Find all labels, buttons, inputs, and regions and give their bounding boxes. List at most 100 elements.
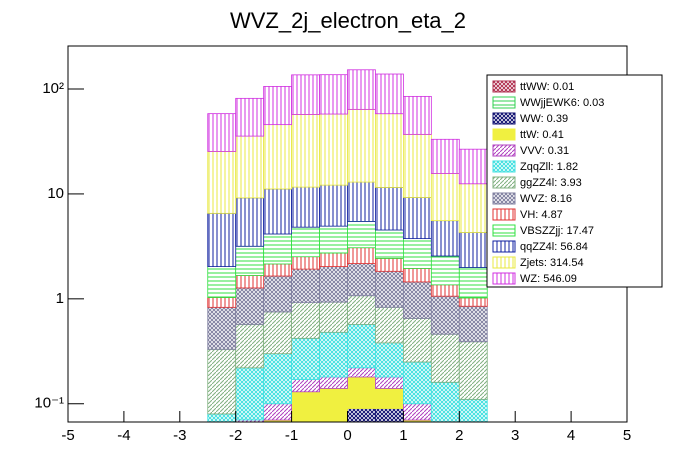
bar-segment — [458, 183, 488, 233]
y-tick-label: 10⁻¹ — [34, 395, 64, 412]
legend-label: WW: 0.39 — [520, 113, 568, 125]
legend-swatch — [492, 256, 516, 269]
bar-segment — [235, 245, 265, 276]
bar-segment — [319, 252, 348, 267]
bar-segment — [375, 187, 404, 231]
bar-segment — [207, 113, 237, 152]
legend-label: VVV: 0.31 — [520, 145, 569, 157]
bar-segment — [207, 212, 237, 267]
legend-swatch — [492, 80, 516, 93]
bar-segment — [458, 297, 488, 307]
x-tick-label: -5 — [61, 427, 74, 444]
bar-segment — [207, 150, 237, 214]
bar-segment — [430, 220, 460, 257]
bar-segment — [375, 73, 404, 115]
bar-segment — [235, 324, 265, 369]
legend-label: WZ: 546.09 — [520, 273, 577, 285]
bar-segment — [375, 342, 404, 378]
x-tick-label: 0 — [343, 427, 351, 444]
bar-segment — [291, 268, 320, 304]
bar-segment — [319, 74, 348, 115]
bar-segment — [430, 255, 460, 286]
bar-segment — [375, 306, 404, 344]
bar-segment — [263, 403, 292, 421]
x-tick-label: -4 — [117, 427, 130, 444]
bar-segment — [319, 113, 348, 186]
legend-label: Zjets: 314.54 — [520, 257, 584, 269]
bar-segment — [430, 381, 460, 422]
legend-swatch — [492, 240, 516, 253]
legend-swatch — [492, 96, 516, 109]
bar-segment — [235, 197, 265, 247]
legend-label: VBSZZjj: 17.47 — [520, 225, 594, 237]
bar-segment — [375, 270, 404, 308]
bar-segment — [375, 229, 404, 259]
bar-segment — [319, 376, 348, 389]
bar-segment — [291, 226, 320, 258]
bar-segment — [347, 108, 376, 183]
bar-segment — [402, 403, 432, 421]
x-tick-label: -3 — [173, 427, 186, 444]
bar-segment — [263, 311, 292, 355]
bar-segment — [291, 337, 320, 380]
legend-label: WVZ: 8.16 — [520, 193, 572, 205]
bar-segment — [263, 188, 292, 235]
bar-segment — [263, 275, 292, 313]
x-tick-label: 5 — [623, 427, 631, 444]
bar-segment — [319, 388, 348, 422]
legend-swatch — [492, 208, 516, 221]
bar-segment — [207, 297, 237, 308]
bar-segment — [319, 225, 348, 254]
bar-segment — [263, 86, 292, 126]
bar-segment — [402, 361, 432, 405]
bar-segment — [402, 318, 432, 363]
legend-swatch — [492, 192, 516, 205]
y-tick-label: 10² — [42, 80, 64, 97]
bar-segment — [430, 138, 460, 174]
legend-swatch — [492, 112, 516, 125]
bar-segment — [235, 135, 265, 199]
bar-segment — [291, 302, 320, 339]
bar-segment — [347, 376, 376, 409]
legend-label: VH: 4.87 — [520, 209, 563, 221]
x-tick-label: -1 — [285, 427, 298, 444]
bar-segment — [402, 133, 432, 198]
legend-label: ttW: 0.41 — [520, 129, 564, 141]
axes: -5 -4 -3 -2 -1 0 1 2 3 4 5 10⁻¹ 1 10 10² — [34, 80, 631, 444]
bar-segment — [291, 186, 320, 228]
bar-segment — [458, 399, 488, 422]
bar-segment — [263, 353, 292, 405]
plot-area — [207, 69, 488, 422]
legend-label: qqZZ4l: 56.84 — [520, 241, 588, 253]
bar-segment — [375, 388, 404, 409]
bar-segment — [347, 221, 376, 249]
x-tick-label: 1 — [399, 427, 407, 444]
bar-segment — [319, 301, 348, 333]
bar-segment — [375, 257, 404, 272]
legend-label: ggZZ4l: 3.93 — [520, 177, 582, 189]
bar-segment — [375, 376, 404, 389]
x-tick-label: -2 — [229, 427, 242, 444]
bar-segment — [430, 173, 460, 222]
x-tick-label: 2 — [455, 427, 463, 444]
bar-segment — [207, 266, 237, 298]
chart-title: WVZ_2j_electron_eta_2 — [230, 8, 466, 33]
bar-segment — [458, 267, 488, 299]
legend: ttWW: 0.01 WWjjEWK6: 0.03 WW: 0.39 ttW: 0.4… — [486, 74, 663, 288]
y-tick-label: 10 — [47, 185, 64, 202]
bar-segment — [235, 287, 265, 325]
bar-segment — [402, 95, 432, 135]
legend-swatch — [492, 160, 516, 173]
y-tick-label: 1 — [56, 290, 64, 307]
bar-segment — [291, 256, 320, 270]
legend-box — [486, 74, 663, 288]
bar-segment — [402, 197, 432, 240]
bar-segment — [402, 419, 432, 422]
bar-segment — [402, 281, 432, 319]
bar-segment — [402, 238, 432, 269]
bar-segment — [319, 266, 348, 303]
bar-segment — [291, 114, 320, 188]
bar-segment — [347, 247, 376, 264]
bar-segment — [263, 263, 292, 277]
